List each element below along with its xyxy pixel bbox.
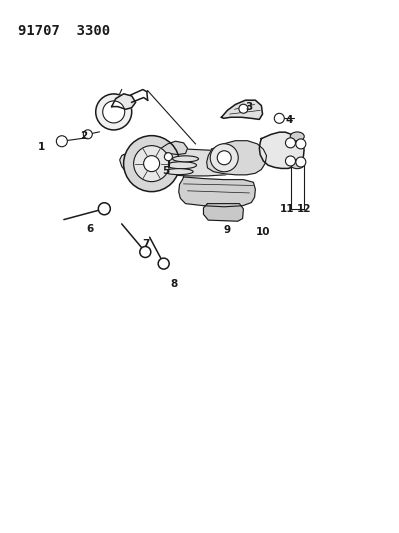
Text: 9: 9 (224, 225, 231, 235)
Text: 7: 7 (142, 239, 149, 248)
Circle shape (274, 114, 284, 123)
Text: 10: 10 (256, 227, 271, 237)
Circle shape (83, 130, 92, 139)
Polygon shape (158, 141, 188, 155)
Polygon shape (112, 94, 136, 109)
Polygon shape (221, 100, 263, 119)
Text: 4: 4 (286, 115, 293, 125)
Ellipse shape (290, 132, 304, 141)
Polygon shape (203, 204, 243, 221)
Polygon shape (120, 148, 237, 176)
Text: 5: 5 (162, 166, 169, 175)
Ellipse shape (290, 160, 304, 168)
Circle shape (158, 258, 169, 269)
Text: 1: 1 (38, 142, 45, 151)
Text: 91707  3300: 91707 3300 (18, 24, 110, 38)
Text: 2: 2 (80, 131, 87, 141)
Polygon shape (179, 177, 255, 207)
Circle shape (98, 203, 110, 215)
Ellipse shape (172, 156, 199, 162)
Circle shape (144, 156, 160, 172)
Polygon shape (259, 132, 304, 168)
Text: 3: 3 (246, 102, 253, 111)
Circle shape (164, 152, 172, 161)
Circle shape (217, 151, 231, 165)
Circle shape (285, 156, 296, 166)
Ellipse shape (164, 168, 193, 175)
Circle shape (56, 136, 67, 147)
Circle shape (296, 139, 306, 149)
Text: 11: 11 (280, 204, 294, 214)
Circle shape (103, 101, 125, 123)
Circle shape (239, 104, 248, 113)
Circle shape (124, 135, 180, 192)
Text: 12: 12 (297, 204, 312, 214)
Circle shape (285, 138, 296, 148)
Circle shape (140, 246, 151, 257)
Ellipse shape (167, 161, 197, 169)
Circle shape (210, 144, 238, 172)
Text: 6: 6 (86, 224, 93, 234)
Circle shape (96, 94, 132, 130)
Circle shape (296, 157, 306, 167)
Circle shape (134, 146, 170, 182)
Polygon shape (207, 141, 267, 175)
Text: 8: 8 (170, 279, 177, 288)
